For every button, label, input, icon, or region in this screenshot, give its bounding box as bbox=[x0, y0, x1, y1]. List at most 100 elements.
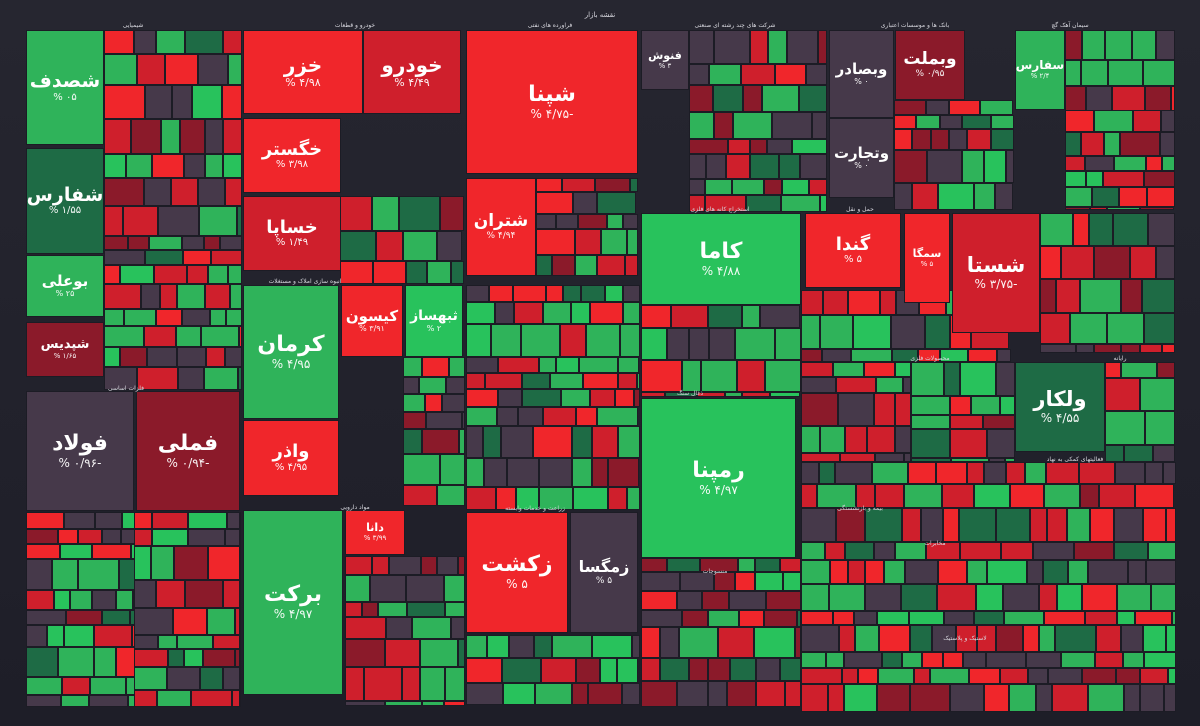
minor-tile[interactable] bbox=[689, 328, 709, 360]
minor-tile[interactable] bbox=[801, 393, 838, 426]
minor-tile[interactable] bbox=[514, 302, 543, 324]
minor-tile[interactable] bbox=[572, 426, 592, 458]
minor-tile[interactable] bbox=[590, 302, 623, 324]
minor-tile[interactable] bbox=[509, 635, 534, 658]
minor-tile[interactable] bbox=[541, 658, 576, 683]
minor-tile[interactable] bbox=[700, 558, 738, 572]
minor-tile[interactable] bbox=[437, 485, 465, 506]
minor-tile[interactable] bbox=[498, 357, 539, 373]
minor-tile[interactable] bbox=[579, 357, 618, 373]
minor-tile[interactable] bbox=[660, 627, 679, 658]
minor-tile[interactable] bbox=[58, 529, 78, 544]
minor-tile[interactable] bbox=[801, 508, 836, 542]
minor-tile[interactable] bbox=[201, 326, 239, 347]
minor-tile[interactable] bbox=[235, 608, 240, 635]
minor-tile[interactable] bbox=[726, 154, 750, 179]
minor-tile[interactable] bbox=[52, 559, 78, 590]
minor-tile[interactable] bbox=[620, 324, 640, 357]
minor-tile[interactable] bbox=[211, 250, 242, 265]
minor-tile[interactable] bbox=[120, 347, 147, 367]
minor-tile[interactable] bbox=[1080, 484, 1099, 508]
minor-tile[interactable] bbox=[403, 429, 422, 454]
minor-tile[interactable] bbox=[546, 285, 563, 302]
minor-tile[interactable] bbox=[1099, 484, 1135, 508]
minor-tile[interactable] bbox=[741, 64, 775, 85]
minor-tile[interactable] bbox=[765, 360, 801, 392]
minor-tile[interactable] bbox=[746, 195, 781, 212]
minor-tile[interactable] bbox=[632, 635, 640, 658]
minor-tile[interactable] bbox=[182, 309, 210, 326]
minor-tile[interactable] bbox=[199, 206, 237, 236]
minor-tile[interactable] bbox=[156, 580, 185, 608]
minor-tile[interactable] bbox=[1006, 462, 1025, 484]
minor-tile[interactable] bbox=[608, 487, 627, 510]
minor-tile[interactable] bbox=[1092, 187, 1119, 207]
minor-tile[interactable] bbox=[92, 544, 131, 559]
minor-tile[interactable] bbox=[1145, 411, 1175, 445]
minor-tile[interactable] bbox=[1160, 132, 1175, 156]
minor-tile[interactable] bbox=[937, 584, 976, 611]
minor-tile[interactable] bbox=[131, 119, 161, 154]
minor-tile[interactable] bbox=[466, 658, 502, 683]
minor-tile[interactable] bbox=[689, 30, 714, 64]
minor-tile[interactable] bbox=[800, 154, 827, 179]
minor-tile[interactable] bbox=[641, 658, 660, 681]
minor-tile[interactable] bbox=[872, 462, 908, 484]
minor-tile[interactable] bbox=[536, 178, 562, 192]
minor-tile[interactable] bbox=[892, 349, 918, 362]
minor-tile[interactable] bbox=[1065, 110, 1094, 132]
minor-tile[interactable] bbox=[1103, 171, 1144, 187]
minor-tile[interactable] bbox=[152, 154, 184, 178]
minor-tile[interactable] bbox=[708, 305, 742, 328]
minor-tile[interactable] bbox=[466, 407, 497, 426]
stock-tile[interactable]: شصدف% ۰۵ bbox=[26, 30, 104, 145]
minor-tile[interactable] bbox=[1044, 484, 1080, 508]
minor-tile[interactable] bbox=[962, 115, 991, 129]
minor-tile[interactable] bbox=[916, 115, 940, 129]
minor-tile[interactable] bbox=[750, 154, 779, 179]
minor-tile[interactable] bbox=[689, 139, 728, 154]
minor-tile[interactable] bbox=[1081, 132, 1104, 156]
minor-tile[interactable] bbox=[884, 560, 905, 584]
minor-tile[interactable] bbox=[1124, 684, 1140, 712]
minor-tile[interactable] bbox=[521, 324, 560, 357]
minor-tile[interactable] bbox=[552, 635, 592, 658]
minor-tile[interactable] bbox=[592, 635, 632, 658]
minor-tile[interactable] bbox=[627, 487, 640, 510]
minor-tile[interactable] bbox=[183, 250, 211, 265]
minor-tile[interactable] bbox=[950, 415, 983, 429]
minor-tile[interactable] bbox=[641, 328, 667, 360]
minor-tile[interactable] bbox=[134, 635, 158, 649]
minor-tile[interactable] bbox=[725, 392, 742, 397]
minor-tile[interactable] bbox=[817, 484, 856, 508]
minor-tile[interactable] bbox=[145, 85, 172, 119]
minor-tile[interactable] bbox=[597, 255, 625, 276]
minor-tile[interactable] bbox=[592, 426, 618, 458]
minor-tile[interactable] bbox=[376, 231, 403, 261]
minor-tile[interactable] bbox=[976, 584, 1003, 611]
minor-tile[interactable] bbox=[630, 178, 638, 192]
minor-tile[interactable] bbox=[137, 367, 178, 390]
minor-tile[interactable] bbox=[167, 667, 200, 690]
minor-tile[interactable] bbox=[340, 231, 376, 261]
minor-tile[interactable] bbox=[795, 627, 801, 658]
minor-tile[interactable] bbox=[1128, 560, 1146, 584]
minor-tile[interactable] bbox=[959, 508, 996, 542]
minor-tile[interactable] bbox=[930, 668, 969, 684]
minor-tile[interactable] bbox=[679, 627, 718, 658]
minor-tile[interactable] bbox=[173, 608, 207, 635]
minor-tile[interactable] bbox=[228, 265, 242, 284]
minor-tile[interactable] bbox=[104, 154, 126, 178]
minor-tile[interactable] bbox=[1003, 584, 1039, 611]
minor-tile[interactable] bbox=[737, 360, 765, 392]
minor-tile[interactable] bbox=[787, 30, 818, 64]
minor-tile[interactable] bbox=[756, 681, 785, 707]
minor-tile[interactable] bbox=[95, 512, 122, 529]
minor-tile[interactable] bbox=[586, 324, 620, 357]
minor-tile[interactable] bbox=[104, 54, 137, 85]
minor-tile[interactable] bbox=[402, 667, 420, 701]
minor-tile[interactable] bbox=[995, 183, 1013, 210]
minor-tile[interactable] bbox=[535, 683, 572, 705]
minor-tile[interactable] bbox=[124, 309, 156, 326]
minor-tile[interactable] bbox=[210, 309, 226, 326]
